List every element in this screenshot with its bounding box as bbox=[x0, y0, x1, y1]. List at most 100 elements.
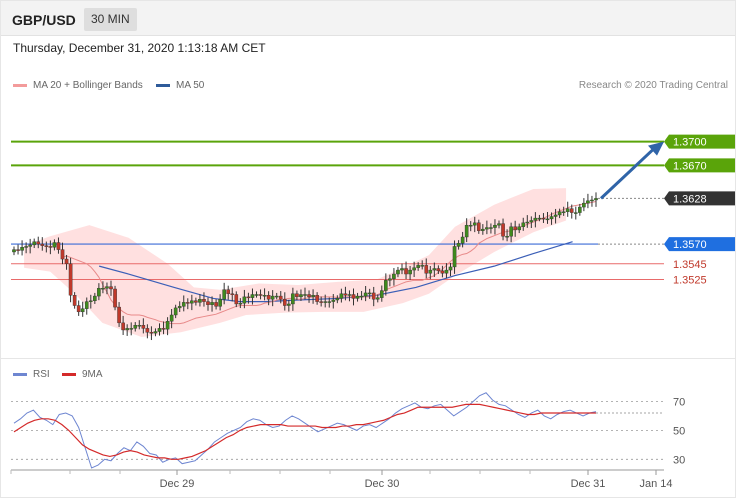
price-label-pivot: 1.3570 bbox=[673, 239, 707, 251]
candle-down bbox=[436, 268, 441, 272]
candle-down bbox=[295, 293, 299, 298]
candle-up bbox=[177, 306, 182, 309]
candle-up bbox=[101, 287, 105, 290]
candle-down bbox=[501, 223, 505, 237]
legend-ma9: 9MA bbox=[62, 369, 103, 380]
candle-down bbox=[541, 217, 546, 220]
candle-up bbox=[384, 280, 388, 291]
candle-up bbox=[311, 295, 315, 298]
candle-up bbox=[565, 208, 570, 212]
candle-up bbox=[218, 299, 222, 307]
candle-down bbox=[76, 305, 81, 313]
candle-up bbox=[28, 244, 32, 247]
candle-up bbox=[400, 268, 404, 271]
legend-ma20: MA 20 + Bollinger Bands bbox=[13, 80, 143, 91]
projection-arrowhead-icon bbox=[648, 141, 664, 156]
candle-down bbox=[351, 294, 356, 299]
candle-up bbox=[561, 211, 566, 213]
legend-rsi: RSI bbox=[13, 369, 50, 380]
candle-up bbox=[291, 293, 295, 305]
candle-up bbox=[331, 299, 336, 302]
candle-up bbox=[181, 302, 186, 307]
candle-up bbox=[210, 302, 214, 305]
candle-up bbox=[84, 301, 89, 309]
candle-up bbox=[299, 294, 303, 298]
candle-up bbox=[222, 289, 226, 300]
candle-down bbox=[226, 289, 231, 294]
candle-up bbox=[497, 223, 501, 226]
rsi-swatch-icon bbox=[13, 373, 27, 376]
candle-up bbox=[198, 299, 202, 303]
candle-up bbox=[52, 242, 57, 248]
rsi-line bbox=[13, 392, 597, 469]
candle-up bbox=[489, 227, 493, 229]
candle-up bbox=[80, 308, 85, 313]
candle-up bbox=[529, 220, 534, 223]
candle-up bbox=[379, 290, 384, 298]
price-label-tag bbox=[664, 191, 735, 206]
candle-up bbox=[392, 273, 396, 279]
candle-down bbox=[121, 322, 125, 331]
candle-down bbox=[234, 294, 239, 305]
legend-ma50-label: MA 50 bbox=[176, 80, 205, 91]
candle-down bbox=[371, 292, 376, 300]
timeframe-badge[interactable]: 30 MIN bbox=[84, 8, 137, 31]
candle-up bbox=[590, 199, 594, 202]
candle-up bbox=[460, 236, 465, 244]
candle-up bbox=[153, 331, 158, 334]
candle-down bbox=[278, 295, 283, 300]
candle-up bbox=[553, 214, 558, 217]
candle-up bbox=[250, 294, 255, 298]
candle-down bbox=[60, 249, 65, 260]
candle-up bbox=[432, 268, 437, 271]
candle-up bbox=[509, 226, 513, 237]
candle-down bbox=[16, 249, 20, 251]
candle-up bbox=[586, 200, 590, 204]
candle-up bbox=[335, 298, 340, 301]
candle-up bbox=[367, 292, 372, 295]
candle-down bbox=[266, 295, 271, 300]
x-tick-label: Dec 30 bbox=[365, 478, 400, 490]
candle-up bbox=[169, 314, 174, 322]
candle-down bbox=[36, 241, 41, 245]
legend-ma9-label: 9MA bbox=[82, 369, 103, 380]
candle-down bbox=[149, 332, 154, 334]
legend-rsi-label: RSI bbox=[33, 369, 50, 380]
candle-up bbox=[165, 321, 170, 330]
candle-up bbox=[545, 218, 550, 221]
candle-up bbox=[303, 294, 307, 296]
candle-up bbox=[287, 303, 291, 306]
candle-down bbox=[56, 242, 61, 250]
candle-up bbox=[24, 246, 28, 248]
projection-arrow bbox=[599, 146, 657, 200]
candle-up bbox=[594, 198, 598, 201]
panel-divider bbox=[0, 358, 736, 359]
candle-up bbox=[408, 269, 412, 275]
bollinger-band bbox=[24, 188, 567, 338]
legend-ma50: MA 50 bbox=[156, 80, 204, 91]
rsi-tick-label: 70 bbox=[673, 396, 685, 408]
candle-up bbox=[549, 216, 554, 220]
candle-down bbox=[113, 288, 117, 308]
pair-title: GBP/USD bbox=[12, 12, 76, 28]
candle-down bbox=[424, 265, 429, 274]
candle-down bbox=[343, 293, 348, 296]
candle-up bbox=[481, 228, 485, 231]
candle-up bbox=[105, 286, 109, 289]
candle-up bbox=[93, 295, 97, 302]
candle-up bbox=[20, 247, 24, 251]
candle-down bbox=[68, 263, 73, 296]
candle-down bbox=[476, 222, 481, 231]
candle-down bbox=[141, 325, 146, 329]
legend-ma20-label: MA 20 + Bollinger Bands bbox=[33, 80, 143, 91]
candle-up bbox=[327, 301, 332, 303]
candle-down bbox=[214, 302, 218, 307]
candle-up bbox=[456, 243, 461, 247]
x-tick-label: Jan 14 bbox=[639, 478, 672, 490]
candle-up bbox=[157, 328, 162, 332]
candle-down bbox=[319, 301, 323, 303]
candle-down bbox=[404, 268, 408, 275]
candle-up bbox=[339, 293, 344, 299]
price-label-resistance: 1.3700 bbox=[673, 137, 707, 149]
